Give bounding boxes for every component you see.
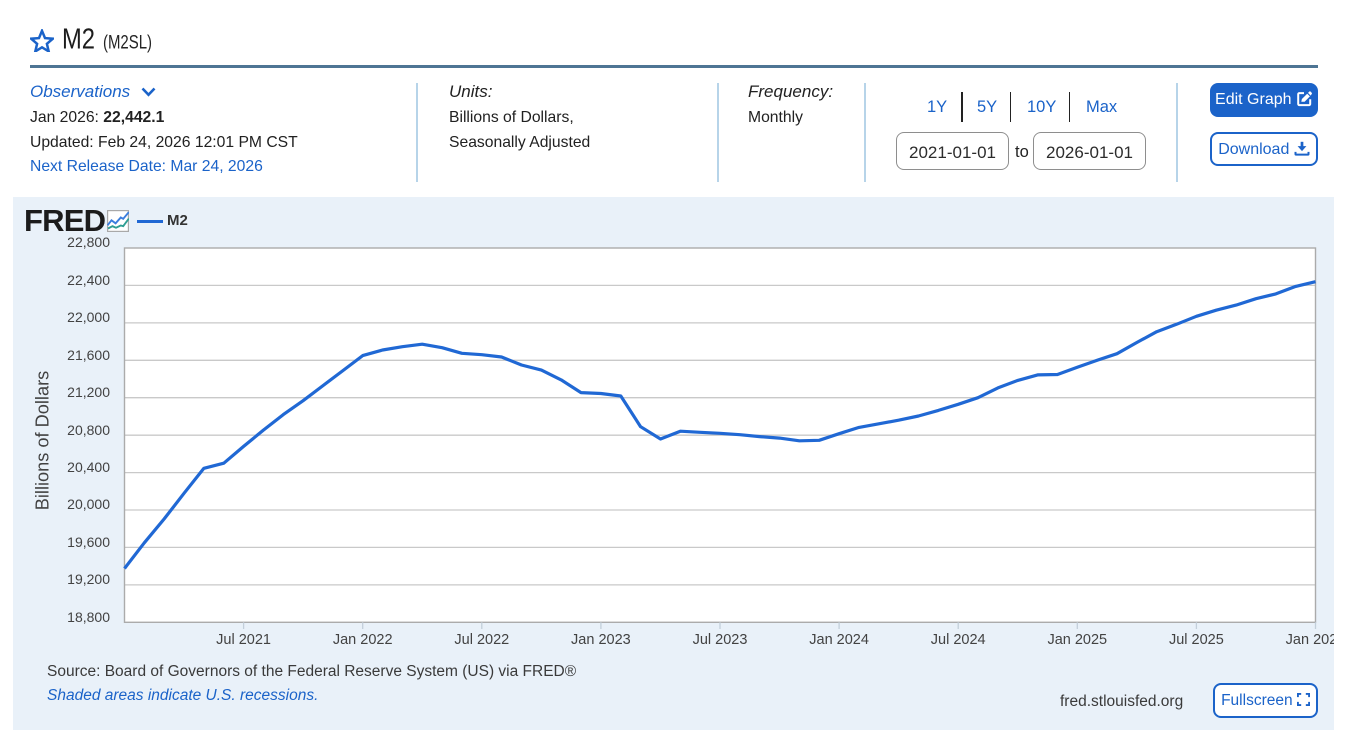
svg-text:M2: M2 bbox=[62, 24, 95, 56]
svg-text:(M2SL): (M2SL) bbox=[103, 32, 152, 54]
